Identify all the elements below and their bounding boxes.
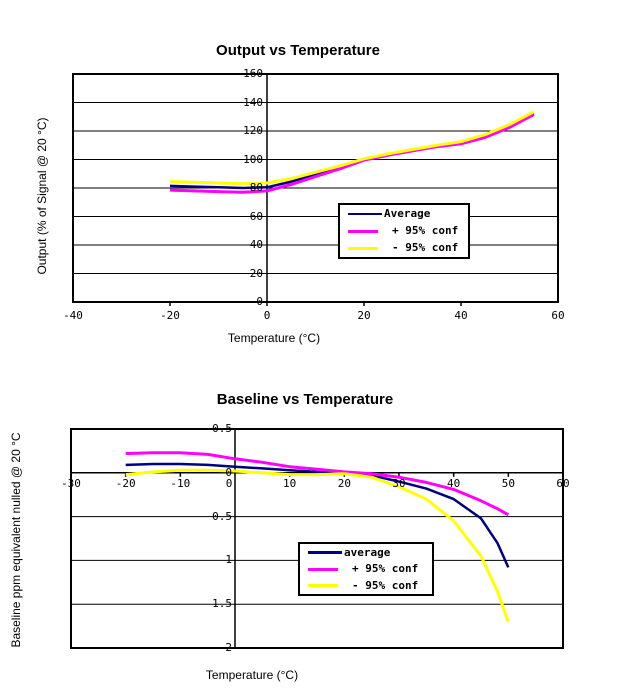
y-tick-label: 100 [243,152,263,166]
x-tick-label: 60 [556,477,570,490]
baseline-x-axis-title: Temperature (°C) [205,668,299,682]
legend-entry: Average [348,206,468,222]
x-tick-label: 20 [337,477,351,490]
x-tick-label: 0 [225,477,233,490]
y-tick-label: 80 [249,181,263,194]
legend-label: - 95% conf [392,241,459,254]
legend-line-sample [308,551,342,554]
x-tick-label: 30 [392,477,406,490]
y-tick-label: 1 [225,553,232,567]
baseline-chart-title: Baseline vs Temperature [216,391,394,408]
x-tick-label: 40 [454,309,468,322]
legend-entry: - 95% conf [348,240,468,256]
legend-label: average [344,545,391,559]
legend-line-sample [308,584,338,587]
x-tick-label: 0 [263,309,271,322]
x-tick-label: 50 [501,477,515,490]
output-x-axis-title: Temperature (°C) [227,331,321,345]
y-tick-label: 1.5 [212,597,232,611]
y-tick-label: 0 [225,465,232,479]
legend-entry: + 95% conf [308,561,432,577]
plot-border [72,73,559,303]
output-legend: Average + 95% conf - 95% conf [338,203,470,259]
y-tick-label: 0.5 [212,422,232,435]
y-tick-label: 120 [243,124,263,137]
x-tick-label: 20 [357,309,371,322]
y-tick-label: 20 [249,266,263,280]
legend-line-sample [348,246,378,250]
y-tick-label: 40 [249,238,263,251]
x-tick-label: 10 [283,477,297,490]
y-tick-label: 140 [243,95,263,109]
y-tick-label: 0.5 [212,509,232,523]
legend-line-sample [348,229,378,233]
x-tick-label: -40 [63,309,83,322]
y-tick-label: 60 [249,209,263,223]
legend-line-sample [308,567,338,571]
output-y-axis-title: Output (% of Signal @ 20 °C) [35,117,49,275]
baseline-y-axis-title: Baseline ppm equivalent nulled @ 20 °C [9,432,23,648]
series-line--95-conf [169,110,535,186]
x-tick-label: 60 [551,309,565,322]
legend-label: + 95% conf [352,562,419,575]
x-tick-label: -10 [170,477,191,490]
y-tick-label: 0 [256,295,263,308]
legend-label: - 95% conf [352,578,419,592]
x-tick-label: -20 [115,477,136,490]
x-tick-label: -30 [61,477,81,490]
baseline-legend: average + 95% conf - 95% conf [298,542,434,596]
legend-label: + 95% conf [392,224,459,237]
legend-line-sample [348,212,382,216]
y-tick-label: 160 [243,67,263,80]
x-tick-label: 40 [447,477,461,490]
plot-border [70,428,564,649]
legend-entry: + 95% conf [348,223,468,239]
legend-entry: average [308,545,432,561]
legend-label: Average [384,207,431,220]
x-tick-label: -20 [160,309,180,322]
y-tick-label: 2 [225,641,232,654]
legend-entry: - 95% conf [308,578,432,594]
output-chart-title: Output vs Temperature [216,42,380,59]
